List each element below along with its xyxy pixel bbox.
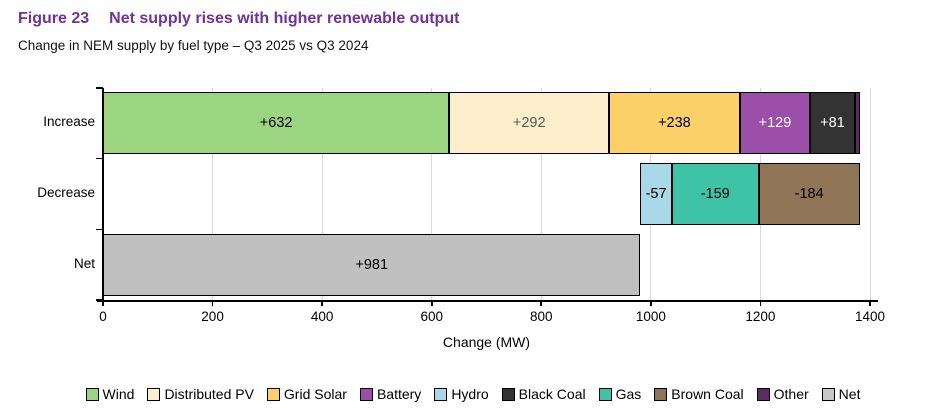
y-axis-tick bbox=[96, 228, 103, 231]
bar-segment-grid-solar: +238 bbox=[609, 92, 740, 155]
y-category-label: Decrease bbox=[37, 185, 95, 200]
x-axis-tick bbox=[540, 300, 543, 306]
gridline bbox=[869, 88, 871, 300]
legend-label: Distributed PV bbox=[164, 386, 254, 402]
legend-label: Wind bbox=[102, 386, 135, 402]
legend-item-hydro: Hydro bbox=[434, 386, 489, 402]
gridline bbox=[321, 88, 323, 300]
x-axis-tick bbox=[650, 300, 652, 306]
x-tick-label: 1200 bbox=[745, 309, 776, 324]
bar-segment-brown-coal: -184 bbox=[758, 163, 860, 225]
y-category-label: Increase bbox=[43, 114, 95, 130]
legend-label: Battery bbox=[376, 386, 422, 402]
x-tick-label: 200 bbox=[201, 309, 224, 324]
bar-segment-battery: +129 bbox=[739, 92, 811, 155]
x-axis-tick bbox=[102, 300, 104, 306]
legend-label: Brown Coal bbox=[671, 386, 744, 402]
bar-segment-net: +981 bbox=[103, 233, 641, 296]
legend-swatch bbox=[266, 387, 280, 401]
x-tick-label: 800 bbox=[530, 309, 553, 324]
x-axis-tick bbox=[869, 300, 871, 306]
figure-number: Figure 23 bbox=[18, 10, 90, 27]
legend-label: Grid Solar bbox=[283, 386, 347, 402]
gridline bbox=[540, 88, 542, 300]
x-axis-tick bbox=[430, 300, 433, 306]
chart-legend: Wind Distributed PV Grid Solar Battery Hydro… bbox=[0, 386, 946, 402]
legend-swatch bbox=[147, 387, 161, 401]
legend-label: Net bbox=[838, 386, 861, 402]
x-tick-label: 600 bbox=[420, 309, 443, 324]
legend-item-wind: Wind bbox=[85, 386, 135, 402]
gridline bbox=[212, 88, 214, 300]
y-axis-line bbox=[102, 88, 104, 306]
legend-label: Other bbox=[773, 386, 809, 402]
legend-swatch bbox=[654, 387, 668, 401]
x-tick-label: 400 bbox=[310, 309, 334, 324]
y-category-label: Net bbox=[73, 255, 95, 271]
legend-item-distributed-pv: Distributed PV bbox=[147, 386, 254, 402]
legend-swatch bbox=[501, 387, 515, 401]
legend-label: Hydro bbox=[451, 386, 489, 402]
x-axis-tick bbox=[321, 300, 323, 306]
x-tick-label: 1000 bbox=[635, 309, 666, 324]
legend-item-battery: Battery bbox=[359, 386, 422, 402]
bar-segment-distributed-pv: +292 bbox=[449, 92, 610, 155]
legend-item-other: Other bbox=[756, 386, 809, 402]
figure-title: Net supply rises with higher renewable o… bbox=[109, 10, 460, 27]
bar-segment-other bbox=[854, 92, 860, 155]
y-axis-tick bbox=[96, 299, 103, 301]
legend-swatch bbox=[85, 387, 99, 401]
legend-item-net: Net bbox=[821, 386, 861, 402]
legend-item-black-coal: Black Coal bbox=[501, 386, 586, 402]
x-axis-title: Change (MW) bbox=[442, 334, 531, 350]
legend-swatch bbox=[359, 387, 373, 401]
legend-item-grid-solar: Grid Solar bbox=[266, 386, 347, 402]
legend-swatch bbox=[756, 387, 770, 401]
y-axis-tick bbox=[96, 157, 103, 160]
legend-swatch bbox=[434, 387, 448, 401]
x-tick-label: 0 bbox=[99, 309, 107, 324]
legend-label: Black Coal bbox=[518, 386, 586, 402]
figure-subtitle: Change in NEM supply by fuel type – Q3 2… bbox=[18, 38, 369, 53]
x-axis-tick bbox=[211, 300, 214, 306]
y-axis-tick bbox=[96, 87, 103, 89]
bar-segment-hydro: -57 bbox=[640, 163, 672, 225]
legend-swatch bbox=[821, 387, 835, 401]
legend-label: Gas bbox=[615, 386, 642, 402]
x-tick-label: 1400 bbox=[854, 309, 886, 324]
x-axis-line bbox=[97, 300, 878, 302]
legend-item-brown-coal: Brown Coal bbox=[654, 386, 744, 402]
x-axis-tick bbox=[759, 300, 762, 306]
bar-segment-wind: +632 bbox=[103, 92, 450, 155]
legend-swatch bbox=[598, 387, 612, 401]
figure-header: Figure 23 Net supply rises with higher r… bbox=[18, 10, 459, 28]
bar-segment-gas: -159 bbox=[671, 163, 759, 225]
legend-item-gas: Gas bbox=[598, 386, 642, 402]
bar-segment-black-coal: +81 bbox=[810, 92, 855, 155]
gridline bbox=[431, 88, 433, 300]
